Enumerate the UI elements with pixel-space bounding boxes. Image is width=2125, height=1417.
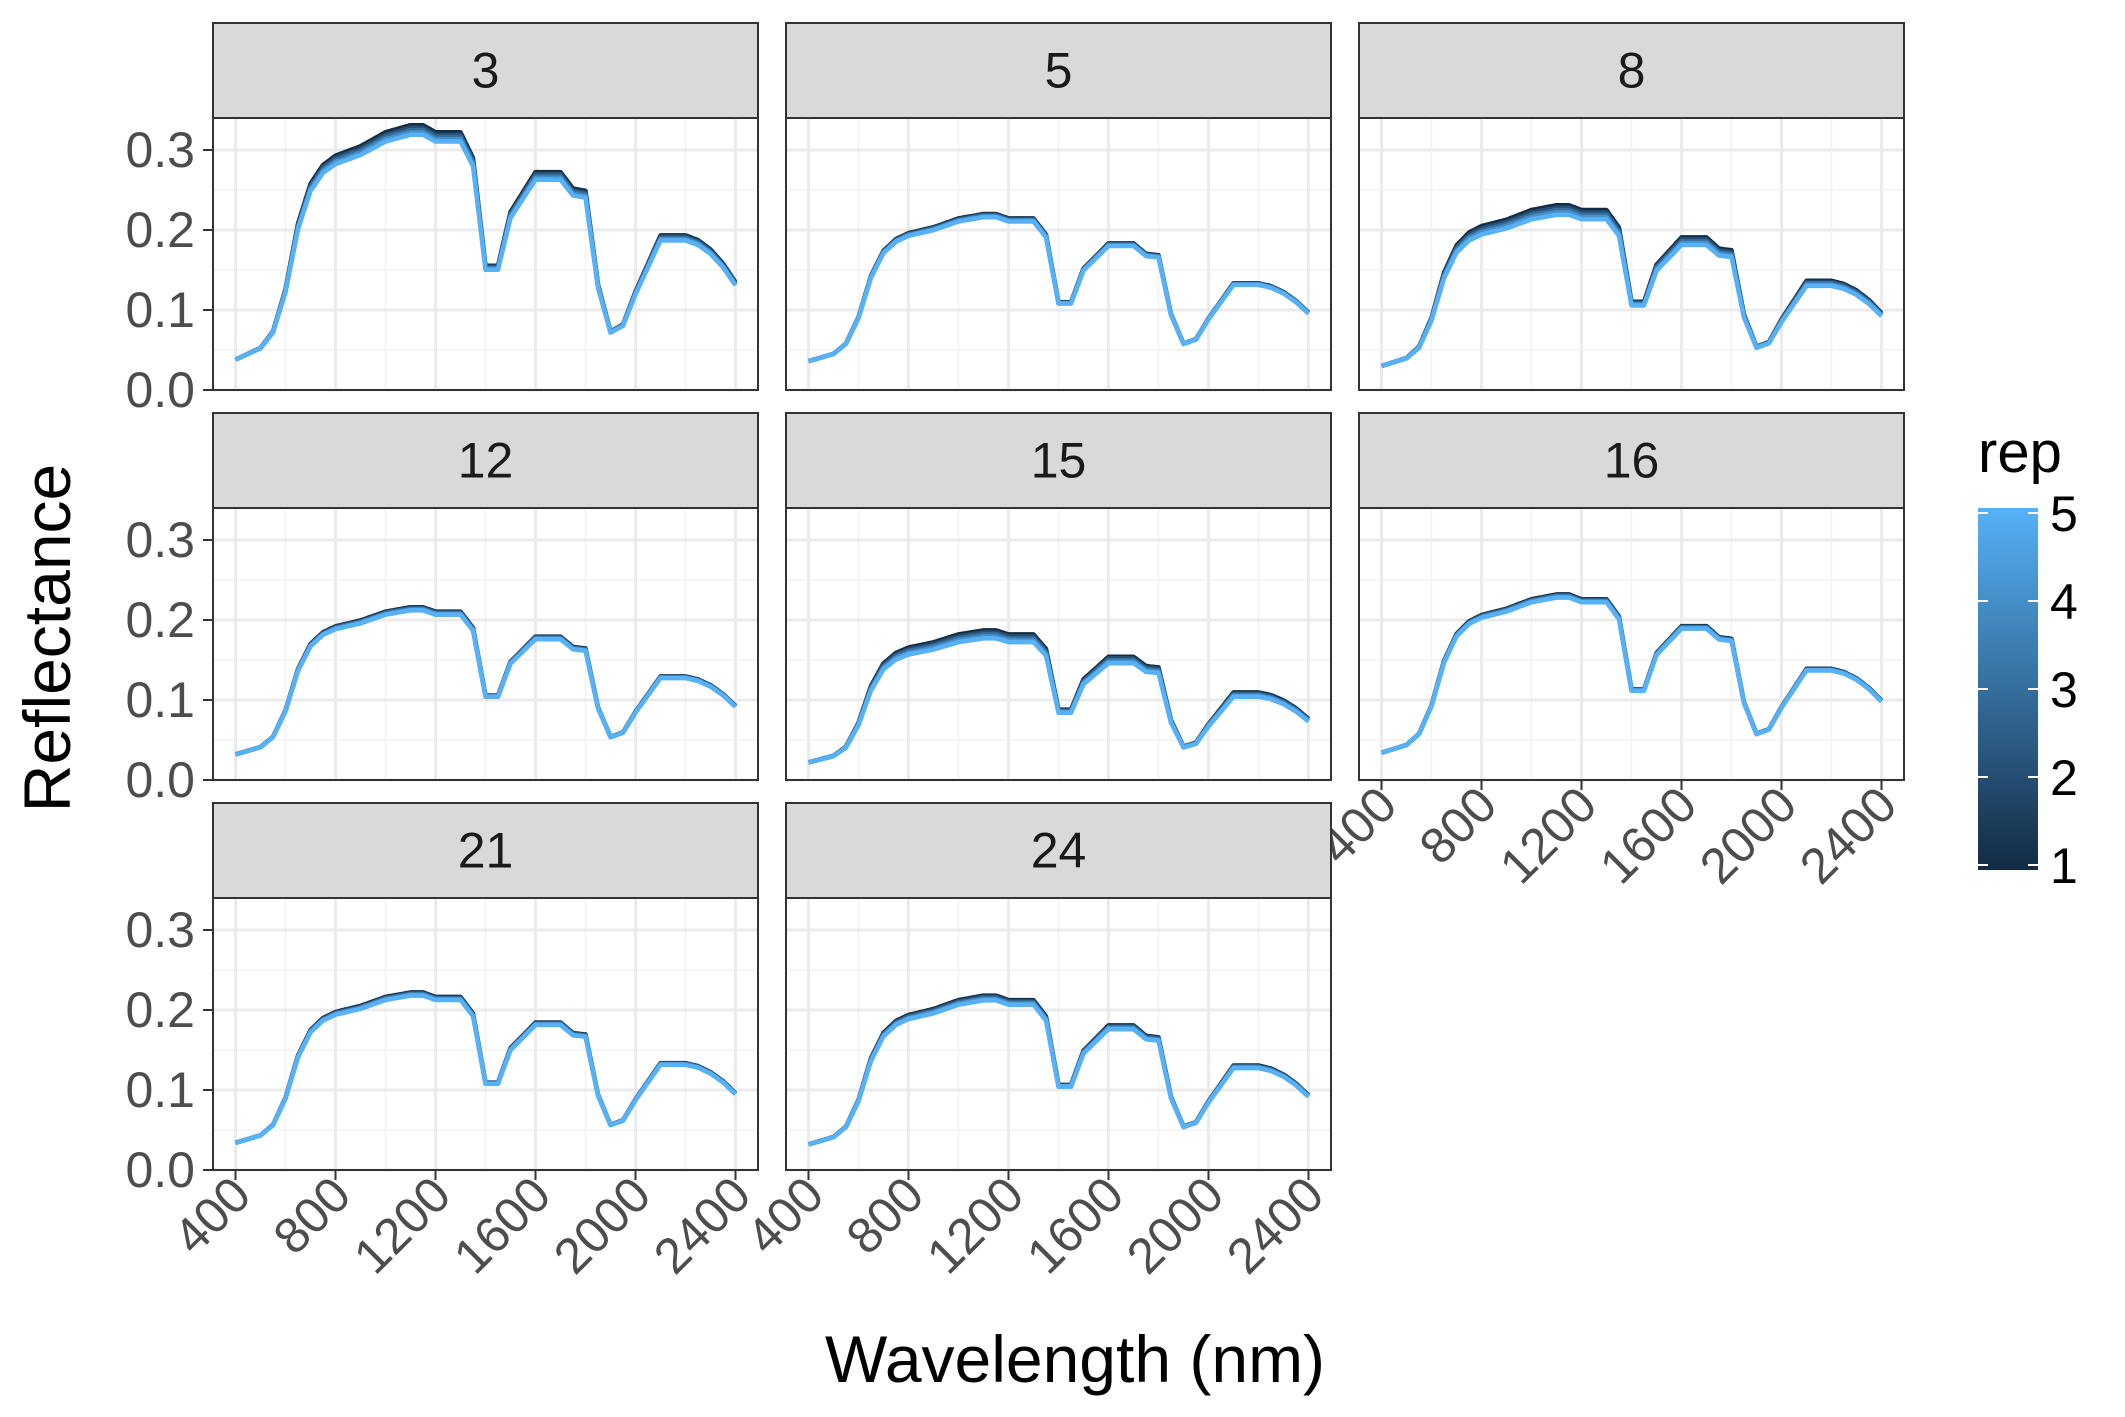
x-tick-label: 1200 (343, 1166, 461, 1284)
facet-strip-label: 21 (458, 823, 514, 879)
facet-panel-3: 3 0.0 0.1 0.2 0.3 (125, 22, 759, 418)
series-line-rep-5 (234, 993, 738, 1145)
y-tick-label: 0.0 (125, 362, 195, 418)
x-tick-label: 2400 (1216, 1166, 1334, 1284)
facet-strip-label: 12 (458, 433, 514, 489)
x-tick-label: 800 (1409, 776, 1508, 875)
series-line-rep-5 (807, 214, 1311, 364)
series-line-rep-5 (234, 132, 738, 362)
x-tick-label: 2400 (1789, 776, 1907, 894)
facet-strip-label: 8 (1618, 43, 1646, 99)
legend: rep 1 2 3 4 5 (1978, 420, 2078, 894)
panel-series (234, 604, 738, 757)
x-tick-label: 800 (263, 1166, 362, 1265)
panel-series (1380, 592, 1884, 755)
panel-border (785, 507, 1332, 781)
legend-ticks: 1 2 3 4 5 (1978, 486, 2078, 894)
panel-border (1358, 117, 1905, 391)
series-line-rep-5 (1380, 212, 1884, 369)
series-line-rep-5 (807, 998, 1311, 1147)
x-tick-label: 400 (736, 1166, 835, 1265)
y-tick-label: 0.2 (125, 592, 195, 648)
x-tick-label: 1200 (1489, 776, 1607, 894)
x-tick-label: 2000 (1689, 776, 1807, 894)
panel-series (1380, 202, 1884, 369)
facet-panel-5: 5 (785, 22, 1332, 392)
panel-border (212, 507, 759, 781)
y-tick-label: 0.0 (125, 752, 195, 808)
panel-border (785, 897, 1332, 1171)
legend-tick-label: 3 (2050, 662, 2078, 718)
x-tick-label: 2000 (543, 1166, 661, 1284)
legend-title: rep (1978, 420, 2062, 485)
y-tick-label: 0.1 (125, 672, 195, 728)
facet-panel-15: 15 (785, 412, 1332, 782)
facet-strip-label: 15 (1031, 433, 1087, 489)
series-line-rep-5 (807, 636, 1310, 765)
y-tick-label: 0.2 (125, 982, 195, 1038)
facet-strip (212, 22, 759, 119)
x-tick-label: 1600 (1016, 1166, 1134, 1284)
x-tick-label: 800 (836, 1166, 935, 1265)
x-tick-label: 1600 (443, 1166, 561, 1284)
facet-strip (785, 412, 1332, 509)
x-tick-label: 2000 (1116, 1166, 1234, 1284)
panel-border (212, 117, 759, 391)
panel-border (785, 117, 1332, 391)
facet-strip-label: 16 (1604, 433, 1660, 489)
x-tick-label: 1600 (1589, 776, 1707, 894)
panel-border (1358, 507, 1905, 781)
facet-panel-12: 12 0.0 0.1 0.2 0.3 (125, 412, 759, 808)
panel-series (807, 211, 1311, 364)
x-axis-title: Wavelength (nm) (825, 1322, 1325, 1396)
y-tick-label: 0.1 (125, 1062, 195, 1118)
y-tick-label: 0.0 (125, 1142, 195, 1198)
legend-tick-label: 4 (2050, 574, 2078, 630)
facet-strip-label: 24 (1031, 823, 1087, 879)
y-tick-label: 0.3 (125, 902, 195, 958)
facet-strip-label: 3 (472, 43, 500, 99)
facet-strip (785, 802, 1332, 899)
panel-border (212, 897, 759, 1171)
y-tick-label: 0.2 (125, 202, 195, 258)
legend-tick-label: 1 (2050, 838, 2078, 894)
panel-series (807, 993, 1311, 1147)
series-line-rep-5 (234, 608, 738, 757)
facet-strip (1358, 412, 1905, 509)
panel-series (234, 990, 738, 1145)
y-tick-label: 0.3 (125, 512, 195, 568)
x-tick-label: 1200 (916, 1166, 1034, 1284)
panel-series (234, 122, 738, 362)
y-tick-label: 0.1 (125, 282, 195, 338)
panel-grid (1359, 508, 1904, 782)
facet-strip (785, 22, 1332, 119)
facet-strip (1358, 22, 1905, 119)
y-axis-title: Reflectance (10, 464, 84, 813)
panel-series (807, 628, 1310, 765)
facet-panel-8: 8 (1358, 22, 1905, 392)
series-line-rep-5 (1380, 595, 1884, 755)
y-tick-label: 0.3 (125, 122, 195, 178)
facet-strip-label: 5 (1045, 43, 1073, 99)
legend-tick-label: 2 (2050, 750, 2078, 806)
legend-tick-label: 5 (2050, 486, 2078, 542)
facet-strip (212, 802, 759, 899)
